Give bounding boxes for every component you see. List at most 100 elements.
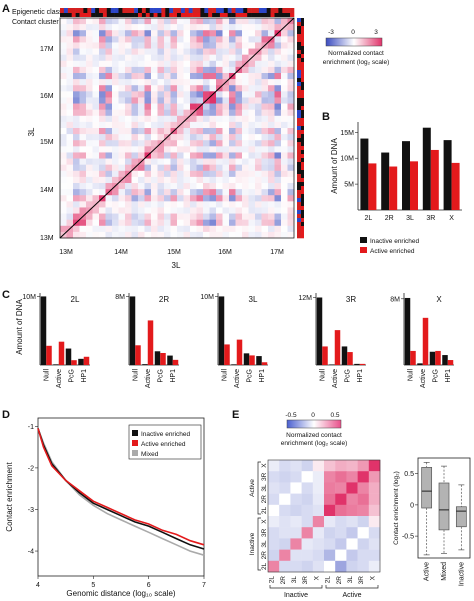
a-heat-cell (92, 91, 100, 98)
a-heat-cell (183, 225, 191, 233)
a-heat-cell (144, 48, 152, 55)
a-heat-cell (79, 225, 87, 233)
a-track-contact-cell (173, 13, 178, 17)
a-heat-cell (196, 66, 204, 74)
a-heat-cell (60, 115, 67, 123)
a-heat-cell (138, 79, 145, 86)
a-heat-cell (131, 85, 139, 92)
a-heat-cell (144, 79, 152, 86)
a-heat-cell (66, 213, 74, 220)
a-heat-cell (79, 79, 87, 86)
a-heat-cell (196, 146, 204, 153)
a-heat-cell (287, 140, 295, 147)
a-heat-cell (66, 207, 74, 214)
a-heat-cell (131, 207, 139, 214)
a-heat-cell (235, 73, 243, 80)
c-bar-inactive (78, 358, 84, 365)
a-heat-cell (86, 103, 93, 110)
a-heat-cell (125, 225, 132, 233)
a-heat-cell (209, 103, 217, 110)
a-track-epigenetic-cell (126, 8, 131, 13)
a-heat-cell (131, 42, 139, 49)
a-track-side-epigenetic-cell (297, 54, 301, 59)
a-heat-cell (216, 66, 223, 74)
a-heat-cell (248, 115, 256, 123)
c-xtick-label: Active (56, 369, 63, 388)
a-track-side-epigenetic-cell (297, 138, 301, 143)
a-heat-cell (190, 60, 197, 68)
a-heat-cell (183, 146, 191, 153)
b-bar (368, 163, 377, 210)
e-heat-cell (357, 560, 369, 573)
a-heat-cell (268, 195, 275, 202)
a-heat-cell (144, 97, 152, 104)
a-track-contact-cell (91, 13, 96, 17)
a-heat-cell (125, 91, 132, 98)
a-heat-cell (177, 36, 184, 43)
a-heat-cell (183, 109, 191, 117)
a-heat-cell (203, 85, 210, 92)
e-cbar-max: 0.5 (330, 412, 339, 419)
e-heat-cell (335, 516, 347, 528)
e-heat-cell (346, 516, 358, 528)
a-track-contact-cell (204, 13, 209, 17)
a-heat-cell (190, 146, 197, 153)
a-heat-cell (99, 146, 106, 153)
a-heat-cell (79, 24, 87, 31)
e-heat-cell (268, 471, 280, 483)
a-heat-cell (268, 66, 275, 74)
a-heat-cell (118, 48, 126, 55)
e-heat-cell (268, 538, 280, 550)
e-heat-cell (312, 471, 325, 483)
a-heat-cell (112, 225, 119, 233)
a-heat-cell (144, 176, 152, 184)
a-heat-cell (157, 176, 165, 184)
a-heat-cell (118, 66, 126, 74)
a-heat-cell (222, 201, 230, 208)
e-row-label: 3L (261, 540, 268, 548)
a-heat-cell (203, 103, 210, 110)
a-heat-cell (138, 183, 145, 190)
track-label-contact: Contact cluster (12, 19, 59, 26)
a-track-contact-cell (95, 13, 100, 17)
a-heat-cell (274, 115, 282, 123)
a-heat-cell (112, 54, 119, 62)
a-track-epigenetic-cell (102, 8, 108, 13)
a-heat-cell (196, 109, 204, 117)
a-heat-cell (222, 152, 230, 159)
a-track-contact-cell (130, 13, 135, 17)
a-heat-cell (170, 30, 178, 37)
a-heat-cell (268, 176, 275, 184)
a-ytick-14m: 14M (40, 187, 54, 194)
a-heat-cell (118, 24, 126, 31)
a-heat-cell (177, 66, 184, 74)
a-heat-cell (125, 219, 132, 227)
a-heat-cell (164, 42, 171, 49)
a-heat-cell (105, 24, 113, 31)
a-heat-cell (183, 42, 191, 49)
a-heat-cell (60, 48, 67, 55)
a-heat-cell (183, 195, 191, 202)
a-heat-cell (190, 121, 197, 129)
a-heat-cell (229, 85, 236, 92)
a-heat-cell (131, 134, 139, 141)
a-heat-cell (170, 140, 178, 147)
a-track-contact-cell (270, 13, 275, 17)
a-heat-cell (229, 128, 236, 135)
a-heat-cell (164, 152, 171, 159)
a-heat-cell (274, 170, 282, 178)
a-track-epigenetic-cell (153, 8, 158, 13)
b-ylabel: Amount of DNA (330, 138, 339, 194)
a-heat-cell (112, 195, 119, 202)
a-heat-cell (274, 207, 282, 214)
b-bar (422, 127, 431, 210)
a-heat-cell (170, 225, 178, 233)
a-heat-cell (268, 219, 275, 227)
a-heat-cell (73, 128, 80, 135)
e-heat-cell (290, 504, 302, 517)
a-heat-cell (209, 85, 217, 92)
a-track-contact-cell (231, 13, 236, 17)
a-heat-cell (222, 128, 230, 135)
a-heat-cell (144, 201, 152, 208)
